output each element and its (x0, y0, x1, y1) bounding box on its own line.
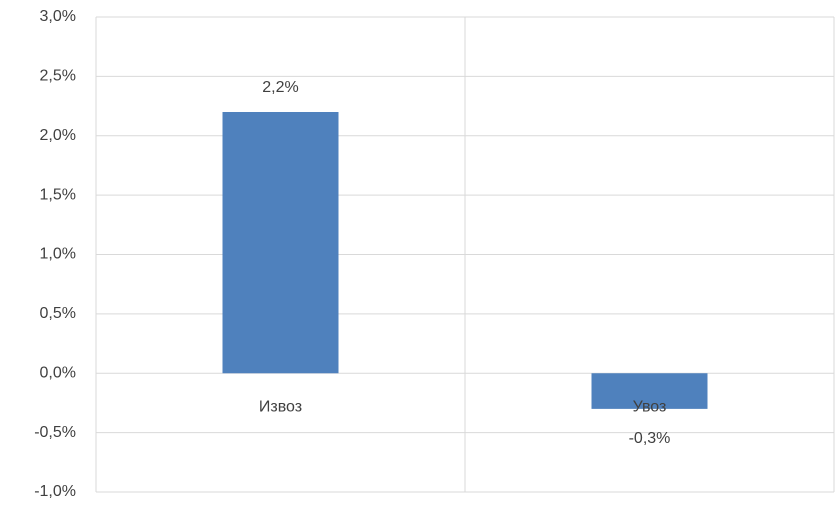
y-tick-label: 0,0% (40, 364, 76, 381)
y-tick-label: 0,5% (40, 305, 76, 322)
bar (591, 373, 708, 409)
y-tick-label: -1,0% (34, 483, 76, 500)
value-label: 2,2% (262, 79, 298, 96)
y-tick-label: 3,0% (40, 8, 76, 25)
y-tick-label: 1,0% (40, 246, 76, 263)
bar (222, 112, 339, 374)
value-label: -0,3% (629, 430, 671, 447)
y-tick-label: 2,5% (40, 68, 76, 85)
y-tick-label: -0,5% (34, 424, 76, 441)
y-tick-label: 1,5% (40, 186, 76, 203)
x-tick-label: Извоз (259, 398, 302, 415)
y-tick-label: 2,0% (40, 127, 76, 144)
x-tick-label: Увоз (633, 398, 667, 415)
